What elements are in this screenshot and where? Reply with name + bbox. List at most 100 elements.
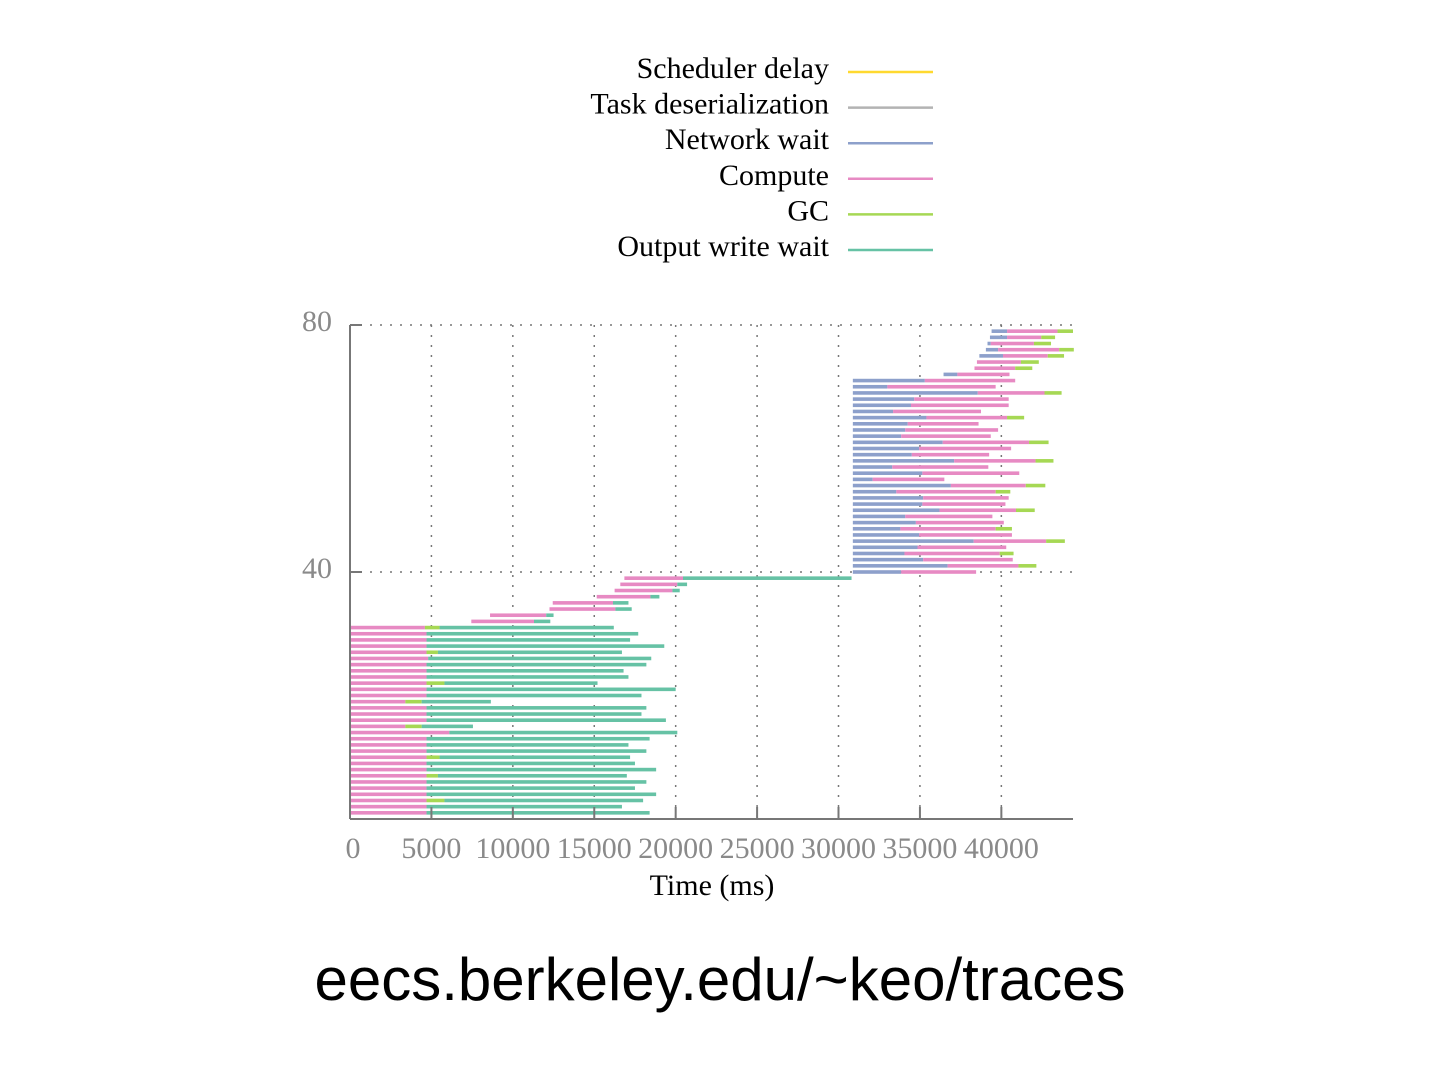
bar-compute-task-61 (942, 440, 1030, 445)
bar-output-write-wait-task-23 (426, 675, 629, 679)
bar-compute-task-28 (350, 644, 427, 648)
bar-output-write-wait-task-34 (615, 607, 632, 611)
bar-network-wait-task-62 (852, 434, 902, 438)
bar-gc-task-77 (1033, 341, 1052, 346)
bar-compute-task-25 (350, 662, 427, 667)
bar-compute-task-55 (872, 477, 945, 482)
legend-label: Output write wait (617, 230, 829, 263)
bar-compute-task-58 (954, 459, 1036, 463)
bar-compute-task-68 (914, 397, 1009, 401)
bar-gc-task-50 (1016, 508, 1035, 513)
bar-compute-task-29 (350, 638, 427, 642)
bar-output-write-wait-task-26 (428, 656, 652, 661)
bar-network-wait-task-45 (852, 539, 974, 543)
bar-compute-task-54 (950, 483, 1026, 488)
bar-compute-task-78 (1007, 335, 1042, 340)
bar-network-wait-task-76 (985, 347, 999, 352)
bar-compute-task-40 (901, 570, 977, 574)
bar-network-wait-task-75 (979, 354, 1003, 358)
bar-compute-task-33 (490, 613, 547, 618)
bar-output-write-wait-task-18 (426, 706, 647, 710)
bar-compute-task-72 (957, 372, 1010, 377)
bar-compute-task-7 (350, 773, 427, 778)
x-tick-label: 0 (346, 832, 361, 865)
legend-label: GC (787, 194, 829, 227)
bar-compute-task-34 (549, 607, 616, 611)
bar-compute-task-77 (990, 341, 1034, 346)
bar-compute-task-22 (350, 681, 427, 685)
bar-network-wait-task-79 (991, 329, 1008, 333)
bar-network-wait-task-56 (852, 471, 923, 475)
bar-gc-task-74 (1020, 360, 1039, 364)
bar-compute-task-62 (901, 434, 991, 438)
x-tick-label: 25000 (720, 832, 795, 865)
bar-compute-task-71 (924, 378, 1016, 383)
bar-gc-task-75 (1047, 354, 1065, 358)
bar-output-write-wait-task-24 (426, 669, 624, 673)
bar-gc-task-78 (1041, 335, 1056, 340)
bar-output-write-wait-task-10 (439, 755, 631, 760)
bar-compute-task-16 (350, 718, 427, 722)
bar-output-write-wait-task-16 (426, 718, 666, 722)
bar-network-wait-task-58 (852, 459, 955, 463)
bar-compute-task-66 (893, 409, 981, 414)
bar-network-wait-task-54 (852, 483, 951, 488)
x-tick-label: 5000 (401, 832, 461, 865)
bar-compute-task-41 (947, 564, 1019, 568)
bar-gc-task-19 (405, 699, 422, 704)
legend-label: Scheduler delay (637, 52, 829, 85)
bar-output-write-wait-task-35 (612, 601, 629, 605)
bar-compute-task-53 (896, 489, 996, 494)
bar-gc-task-10 (426, 755, 440, 760)
bar-network-wait-task-57 (852, 465, 893, 469)
bar-network-wait-task-70 (852, 384, 888, 389)
bar-network-wait-task-51 (852, 502, 923, 506)
bar-compute-task-46 (919, 533, 1012, 537)
bar-output-write-wait-task-20 (426, 693, 642, 698)
bar-output-write-wait-task-14 (449, 730, 678, 735)
x-axis-label: Time (ms) (650, 869, 775, 902)
bar-compute-task-39 (624, 576, 684, 580)
bar-compute-task-48 (915, 520, 1004, 525)
bar-gc-task-58 (1035, 459, 1054, 463)
bar-output-write-wait-task-17 (426, 712, 642, 716)
bar-compute-task-76 (998, 347, 1060, 352)
bar-output-write-wait-task-28 (426, 644, 665, 648)
bar-output-write-wait-task-8 (426, 767, 657, 772)
bar-gc-task-3 (426, 798, 445, 803)
bar-compute-task-52 (923, 496, 1009, 500)
bar-compute-task-5 (350, 786, 427, 790)
bar-compute-task-12 (350, 743, 427, 747)
bar-network-wait-task-59 (852, 452, 912, 457)
bar-compute-task-24 (350, 669, 427, 673)
bar-compute-task-20 (350, 693, 427, 698)
x-tick-label: 40000 (964, 832, 1039, 865)
bar-compute-task-15 (350, 724, 406, 729)
bar-output-write-wait-task-7 (437, 773, 627, 778)
bar-compute-task-51 (922, 502, 1006, 506)
x-tick-label: 35000 (882, 832, 957, 865)
bar-output-write-wait-task-3 (444, 798, 644, 803)
bar-gc-task-41 (1018, 564, 1037, 568)
bar-compute-task-59 (911, 452, 990, 457)
bar-compute-task-42 (923, 557, 1013, 562)
bar-compute-task-50 (939, 508, 1017, 513)
bar-compute-task-47 (900, 526, 996, 531)
bar-gc-task-22 (426, 681, 445, 685)
bar-output-write-wait-task-37 (672, 588, 680, 593)
bar-output-write-wait-task-9 (426, 761, 635, 766)
bar-compute-task-6 (350, 780, 427, 784)
bar-gc-task-45 (1046, 539, 1065, 543)
bar-network-wait-task-46 (852, 533, 920, 537)
legend-label: Compute (719, 159, 829, 192)
bar-gc-task-79 (1057, 329, 1073, 333)
bar-compute-task-65 (926, 415, 1008, 420)
bar-compute-task-27 (350, 650, 427, 655)
bar-gc-task-15 (405, 724, 422, 729)
bar-network-wait-task-43 (852, 551, 905, 556)
bar-gc-task-47 (995, 526, 1012, 531)
bar-network-wait-task-60 (852, 446, 920, 451)
bar-compute-task-64 (907, 422, 979, 426)
bar-compute-task-67 (910, 403, 1009, 408)
bar-output-write-wait-task-39 (683, 576, 852, 580)
